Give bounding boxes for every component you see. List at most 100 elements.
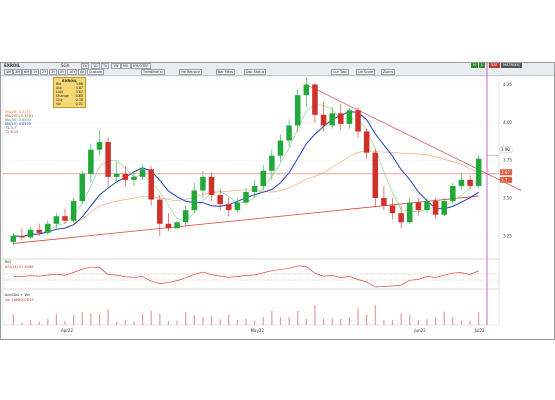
volume-bar [271,311,273,325]
quote-label: Change [56,93,69,98]
candle [372,152,379,199]
volume-bar [150,311,152,325]
period-all[interactable]: All [78,69,87,75]
volume-bar [90,313,92,325]
volume-bar [297,311,299,325]
volume-bar [322,318,325,325]
volume-bar [435,317,437,325]
rsi-line [13,265,479,288]
quote-value: 3.67 [75,89,83,94]
candle [19,235,25,238]
menu-item-1[interactable]: 1D [91,63,100,69]
volume-bar [314,305,316,325]
cursor-tool-button[interactable]: Cur Tool [331,69,349,75]
candle [62,216,68,221]
volume-bar [47,319,49,325]
candle [441,201,447,215]
period-10y[interactable]: 10Y [67,69,78,75]
menu-item-0[interactable]: Fe [81,63,89,69]
volume-bar [400,313,402,325]
candle [217,195,223,205]
quote-label: Bid [56,82,62,86]
volume-bar [245,318,247,325]
candle [467,179,473,186]
x-tick-label: Jul22 [474,328,485,333]
candle [406,202,413,223]
volume-bar [81,312,83,325]
quote-row: Bid 3.66 [56,82,83,87]
period-1y[interactable]: 1Y [31,69,40,75]
badge-matrixis[interactable]: MATRIXIS [501,63,522,68]
volume-bar [141,314,144,325]
period-3m[interactable]: 3M [13,69,23,75]
candle [139,169,146,177]
rsi-value: RSI(14) 57.6496 [5,265,34,269]
badge-h[interactable]: H [471,63,478,68]
menu-item-5[interactable]: IFR/OTRF [131,63,151,69]
volume-bar [469,320,471,325]
candle [389,205,396,214]
x-tick-label: Apr22 [61,328,73,333]
volume-bar [219,319,221,325]
volume-bar [55,314,57,325]
x-tick-label: Jun22 [413,328,426,333]
candle [105,142,111,177]
trendline-button[interactable]: Trendline(s) [141,69,165,75]
candle [363,131,370,153]
quote-value: 0.38 [75,97,83,102]
menu-item-2[interactable]: Tk [101,63,110,69]
volume-bar [236,320,238,325]
menu-item-4[interactable]: M/L [121,63,131,69]
candle [148,169,154,200]
y-tick-label: 4.00 [503,120,512,125]
zoom-button[interactable]: Zoom [381,69,395,75]
bar-markers-button[interactable]: Bar Mkrs [216,69,235,75]
y-tick-label: 3.50 [503,196,512,201]
ma50-label: MA(50) 0.6333 [5,118,31,122]
volume-bar [305,318,307,325]
period-5y[interactable]: 5Y [58,69,67,75]
candle [398,213,404,223]
display-status-button[interactable]: Dsp Status [244,69,267,75]
candle [355,110,361,132]
candle [191,190,198,211]
ma200-line [13,195,479,244]
volume-bar [288,317,290,325]
candle [27,229,34,238]
candle [70,201,77,221]
volume-bar [357,308,359,325]
candle [131,176,137,180]
volume-pane [2,288,500,326]
y-tick-label: 4.25 [503,82,512,87]
chart-window: EXROIL SGX Fe 1D Tk 1W M/L IFR/OTRF H L … [0,62,555,340]
period-2y[interactable]: 2Y [40,69,49,75]
period-6m[interactable]: 6M [22,69,32,75]
volume-bar [366,314,368,325]
candle [329,113,335,126]
volume-bar [124,320,126,325]
period-toolbar: 1M 3M 6M 1Y 2Y 3Y 5Y 10Y All Custom Tren… [1,69,554,76]
candle [36,229,42,233]
period-1m[interactable]: 1M [4,69,14,75]
quote-value: 3.66 [75,82,83,86]
menu-item-3[interactable]: 1W [111,63,121,69]
volume-bar [133,321,135,325]
volume-bar [443,311,445,325]
scale-button[interactable]: Lin Scale [356,69,376,75]
badge-l[interactable]: L [479,63,486,68]
badge-sat[interactable]: SAT [489,63,500,68]
quote-title: EXROIL [62,79,77,83]
period-3y[interactable]: 3Y [49,69,58,75]
extra-label-2: T2.8.15 [5,130,19,134]
fib-button[interactable]: Fib Retrace [179,69,202,75]
quote-value: 0.65 [75,93,83,98]
ma200-label: MA(200) 0.3181 [5,114,34,118]
candle [182,210,189,223]
period-custom[interactable]: Custom [87,69,104,75]
volume-bar [98,314,101,325]
volume-bar [417,320,419,325]
candle [53,216,60,224]
quote-row: Change 0.65 [56,93,83,99]
quote-row: Last 3.67 [56,89,83,95]
volume-value: Vol 1668007819 [5,298,34,302]
